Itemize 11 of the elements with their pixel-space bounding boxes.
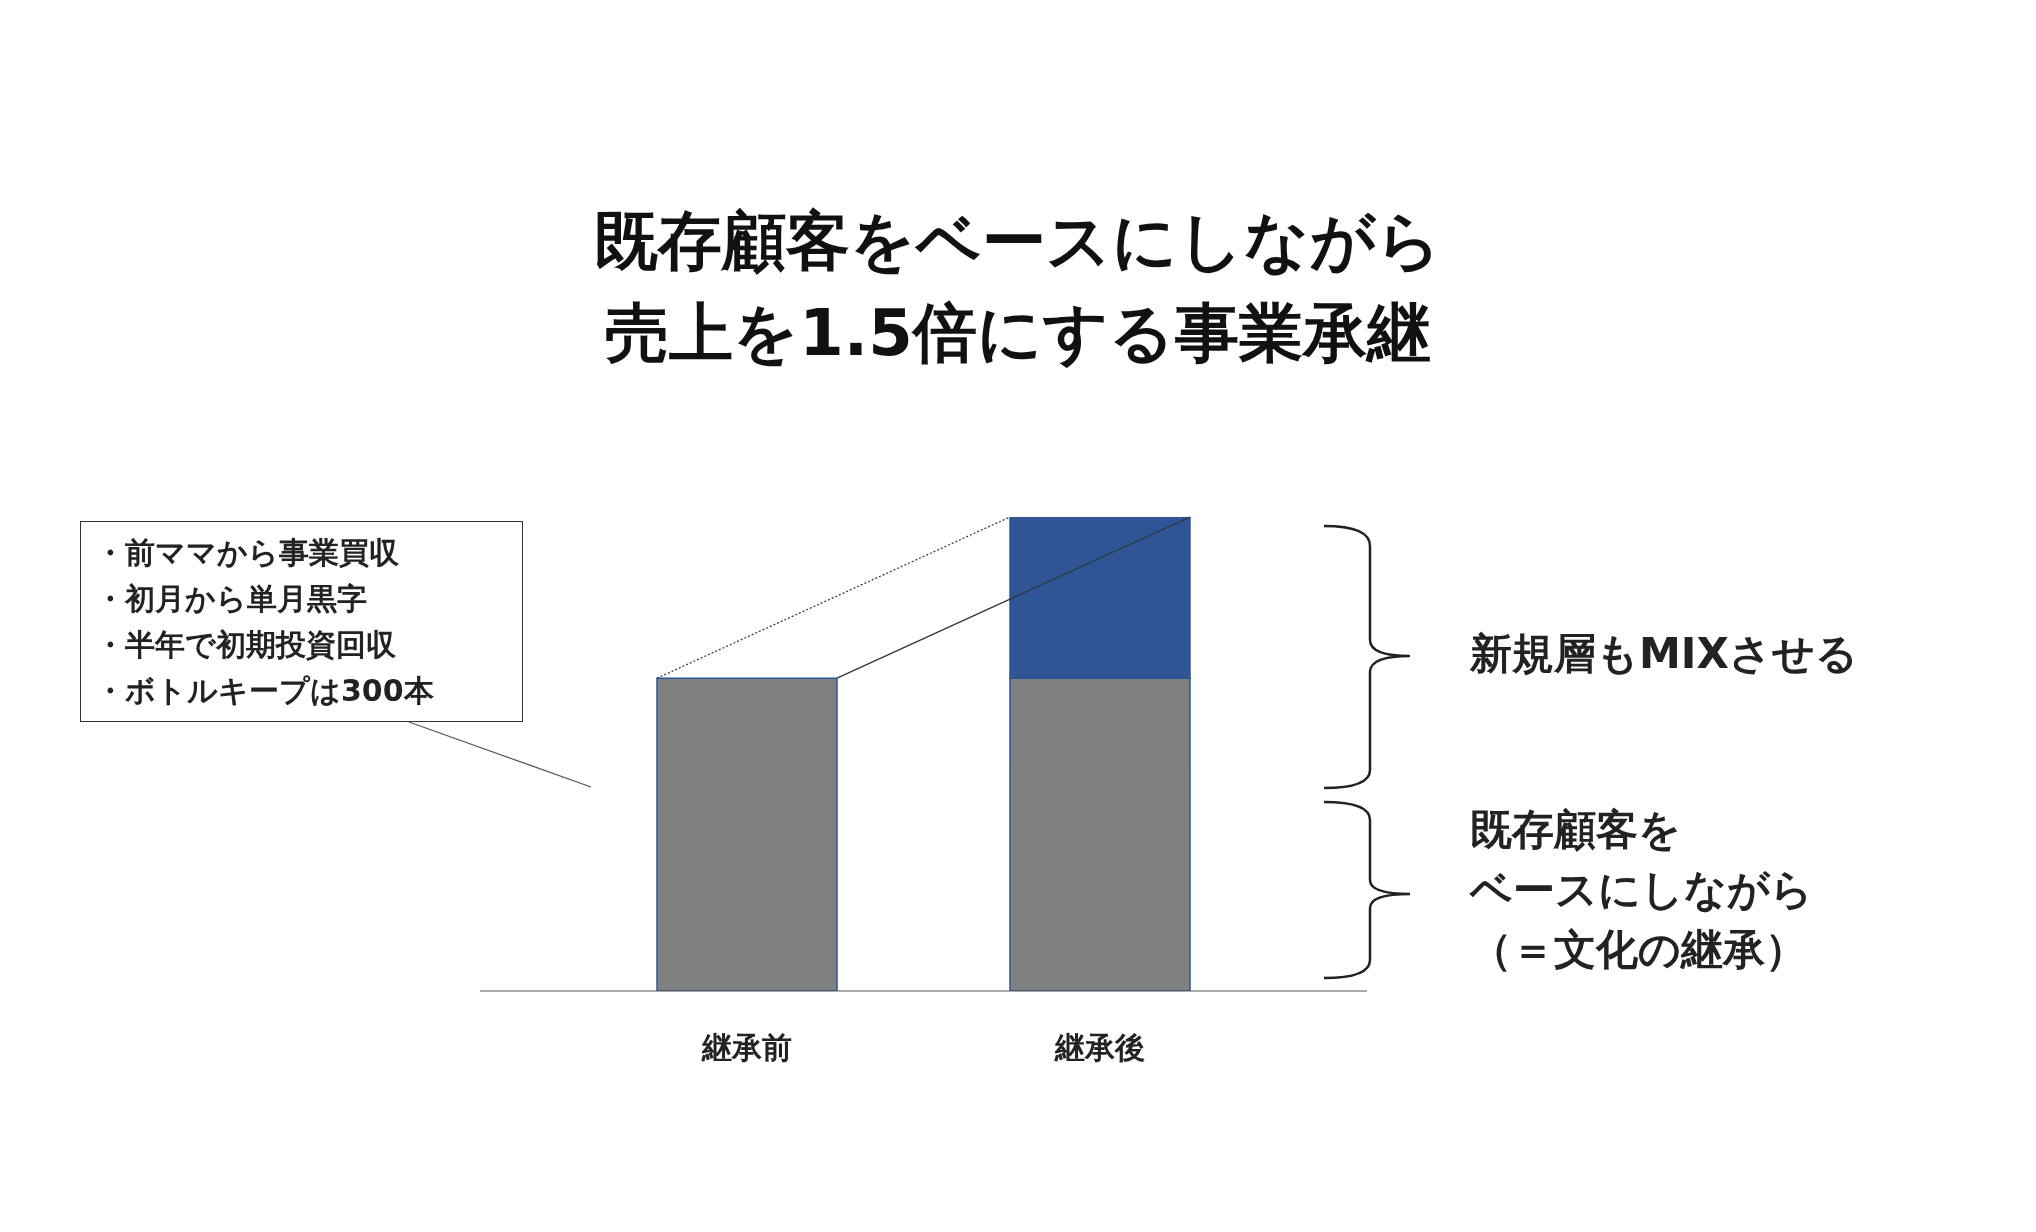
text: ・半年で初期投資回収: [95, 626, 397, 664]
chart-title: 既存顧客をベースにしながら売上を1.5倍にする事業承継: [593, 203, 1443, 372]
text: ・前ママから事業買収: [95, 534, 400, 572]
text: ・初月から単月黒字: [95, 580, 368, 618]
text: 既存顧客を: [1470, 804, 1681, 856]
x-tick-label: 継承前: [700, 1030, 792, 1066]
text: ベースにしながら: [1470, 864, 1813, 916]
text: ・ボトルキープは300本: [95, 672, 435, 710]
text: 新規層もMIXさせる: [1470, 628, 1858, 680]
x-tick-label: 継承後: [1053, 1030, 1145, 1066]
text: （＝文化の継承）: [1470, 924, 1807, 976]
